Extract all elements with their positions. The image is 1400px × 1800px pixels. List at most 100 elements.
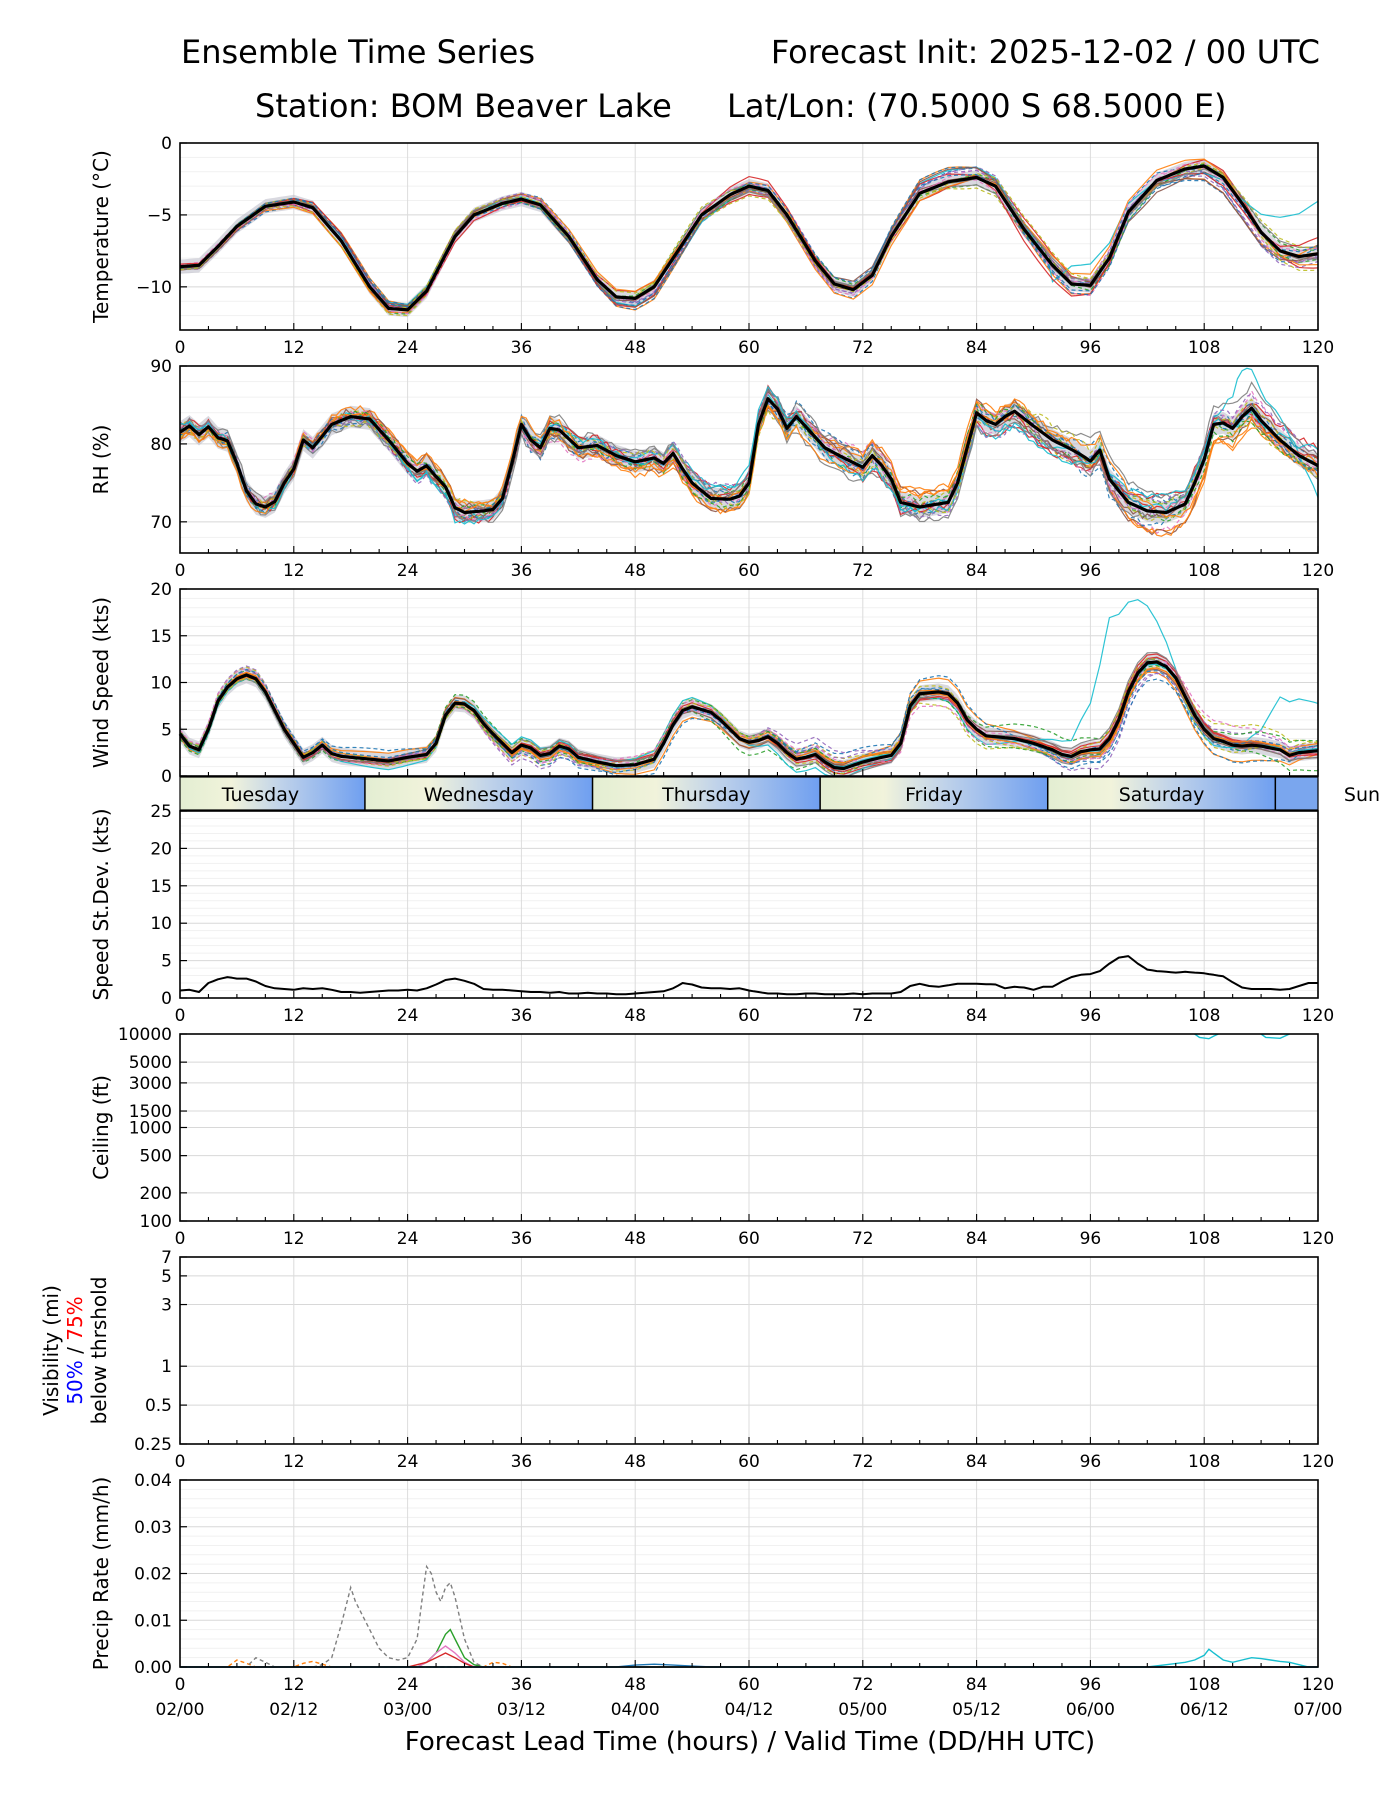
temperature-x-tick-label: 84 [966,338,988,358]
precip_rate-x-tick-label: 48 [624,1675,646,1695]
rh-x-tick-label: 0 [175,561,186,581]
ceiling-x-tick-label: 120 [1302,1229,1334,1249]
lat-lon: Lat/Lon: (70.5000 S 68.5000 E) [727,87,1227,125]
temperature-x-tick-label: 24 [397,338,419,358]
rh-member-line [179,402,1319,523]
precip_rate-x-tick-label: 96 [1080,1675,1102,1695]
temperature-x-tick-label: 72 [852,338,874,358]
pct-separator: / [63,1341,87,1360]
speed_stdev-x-tick-label: 96 [1080,1006,1102,1026]
ceiling-x-tick-label: 108 [1188,1229,1220,1249]
panel-rh: 90 80 70 0 12 24 36 48 60 72 84 96 108 120 RH (%) [89,357,1334,581]
ceiling-x-tick-label: 72 [852,1229,874,1249]
ceiling-y-tick-label: 100 [140,1212,172,1232]
valid-time-label: 05/12 [952,1700,1001,1720]
visibility-x-tick-label: 108 [1188,1452,1220,1472]
valid-time-label: 04/00 [611,1700,660,1720]
temperature-x-tick-label: 0 [175,338,186,358]
temperature-x-tick-label: 12 [283,338,305,358]
precip_rate-x-tick-label: 120 [1302,1675,1334,1695]
speed_stdev-x-ticks: 0 12 24 36 48 60 72 84 96 108 120 [175,991,1334,1026]
panel-temperature: 0 −5 −10 0 12 24 36 48 60 72 84 96 108 120 Temperature… [89,134,1334,358]
speed_stdev-x-tick-label: 72 [852,1006,874,1026]
rh-y-tick-label: 70 [150,513,172,533]
speed_stdev-y-tick-label: 15 [150,877,172,897]
precip_rate-member-cyan-line [180,1648,1318,1668]
speed_stdev-y-tick-label: 25 [150,802,172,822]
day-segment [820,777,1048,810]
visibility-y-tick-label: 3 [161,1296,172,1316]
temperature-ylabel: Temperature (°C) [89,150,113,324]
precip_rate-x-tick-label: 36 [511,1675,533,1695]
speed_stdev-x-tick-label: 108 [1188,1006,1220,1026]
ceiling-x-tick-label: 0 [175,1229,186,1249]
day-label: Wednesday [424,784,534,806]
valid-time-label: 06/00 [1066,1700,1115,1720]
precip_rate-x-tick-label: 12 [283,1675,305,1695]
panel-precip_rate: 0.04 0.03 0.02 0.01 0.000 12 24 36 48 60 72 84 96 108… [89,1471,1334,1695]
precip_rate-y-tick-label: 0.01 [134,1611,172,1631]
day-segment [1047,777,1276,810]
ceiling-y-tick-label: 10000 [118,1025,172,1045]
visibility-ylabel-main: Visibility (mi) [39,1285,63,1416]
ceiling-x-tick-label: 24 [397,1229,419,1249]
temperature-x-tick-label: 60 [738,338,760,358]
visibility-x-tick-label: 60 [738,1452,760,1472]
wind_speed-ylabel: Wind Speed (kts) [89,597,113,768]
wind_speed-y-tick-label: 0 [161,767,172,787]
temperature-y-tick-label: −10 [136,278,172,298]
speed_stdev-x-tick-label: 120 [1302,1006,1334,1026]
rh-grid [179,365,1319,554]
speed_stdev-x-tick-label: 0 [175,1006,186,1026]
visibility-ylabel-threshold: below thrshold [87,1277,111,1425]
day-segment [592,777,821,810]
visibility-y-tick-label: 7 [161,1248,172,1268]
ceiling-x-tick-label: 96 [1080,1229,1102,1249]
ceiling-grid [179,1033,1319,1222]
precip_rate-x-tick-label: 0 [175,1675,186,1695]
day-segment [180,777,365,810]
day-segment [1275,777,1318,810]
speed_stdev-y-tick-label: 0 [161,989,172,1009]
temperature-y-ticks: 0 −5 −10 [136,134,187,298]
precip_rate-y-tick-label: 0.04 [134,1471,172,1491]
panel-visibility: 75 3 1 0.5 0.250 12 24 36 48 60 72 84 96 108 120 Visibi… [39,1248,1334,1472]
ceiling-y-tick-label: 5000 [129,1053,172,1073]
speed_stdev-x-tick-label: 60 [738,1006,760,1026]
rh-x-tick-label: 120 [1302,561,1334,581]
temperature-x-tick-label: 120 [1302,338,1334,358]
day-segment [364,777,593,810]
precip_rate-grid [179,1479,1319,1668]
day-label: Friday [905,784,963,806]
speed_stdev-ylabel: Speed St.Dev. (kts) [89,808,113,1000]
day-label: Thursday [661,784,750,806]
precip_rate-y-tick-label: 0.00 [134,1658,172,1678]
rh-x-tick-label: 48 [624,561,646,581]
day-label: Sun [1344,784,1380,806]
precip_rate-member-orange-line [180,1659,1318,1668]
visibility-x-tick-label: 12 [283,1452,305,1472]
visibility-x-tick-label: 48 [624,1452,646,1472]
precip_rate-ylabel: Precip Rate (mm/h) [89,1477,113,1671]
wind_speed-member-line [179,651,1319,777]
rh-x-tick-label: 60 [738,561,760,581]
valid-time-label: 02/12 [269,1700,318,1720]
temperature-x-ticks: 0 12 24 36 48 60 72 84 96 108 120 [175,323,1334,358]
visibility-y-tick-label: 5 [161,1267,172,1287]
wind_speed-y-tick-label: 20 [150,580,172,600]
temperature-y-tick-label: −5 [147,206,172,226]
valid-time-label: 04/12 [725,1700,774,1720]
speed_stdev-x-tick-label: 48 [624,1006,646,1026]
rh-x-tick-label: 108 [1188,561,1220,581]
rh-member-line [179,398,1319,521]
wind_speed-y-tick-label: 10 [150,674,172,694]
precip_rate-x-tick-label: 108 [1188,1675,1220,1695]
visibility-x-tick-label: 36 [511,1452,533,1472]
wind_speed-member-line [179,670,1319,777]
temperature-mean-line [179,164,1319,312]
ceiling-x-tick-label: 84 [966,1229,988,1249]
visibility-y-ticks: 75 3 1 0.5 0.25 [134,1248,187,1455]
temperature-member-line [179,162,1319,306]
